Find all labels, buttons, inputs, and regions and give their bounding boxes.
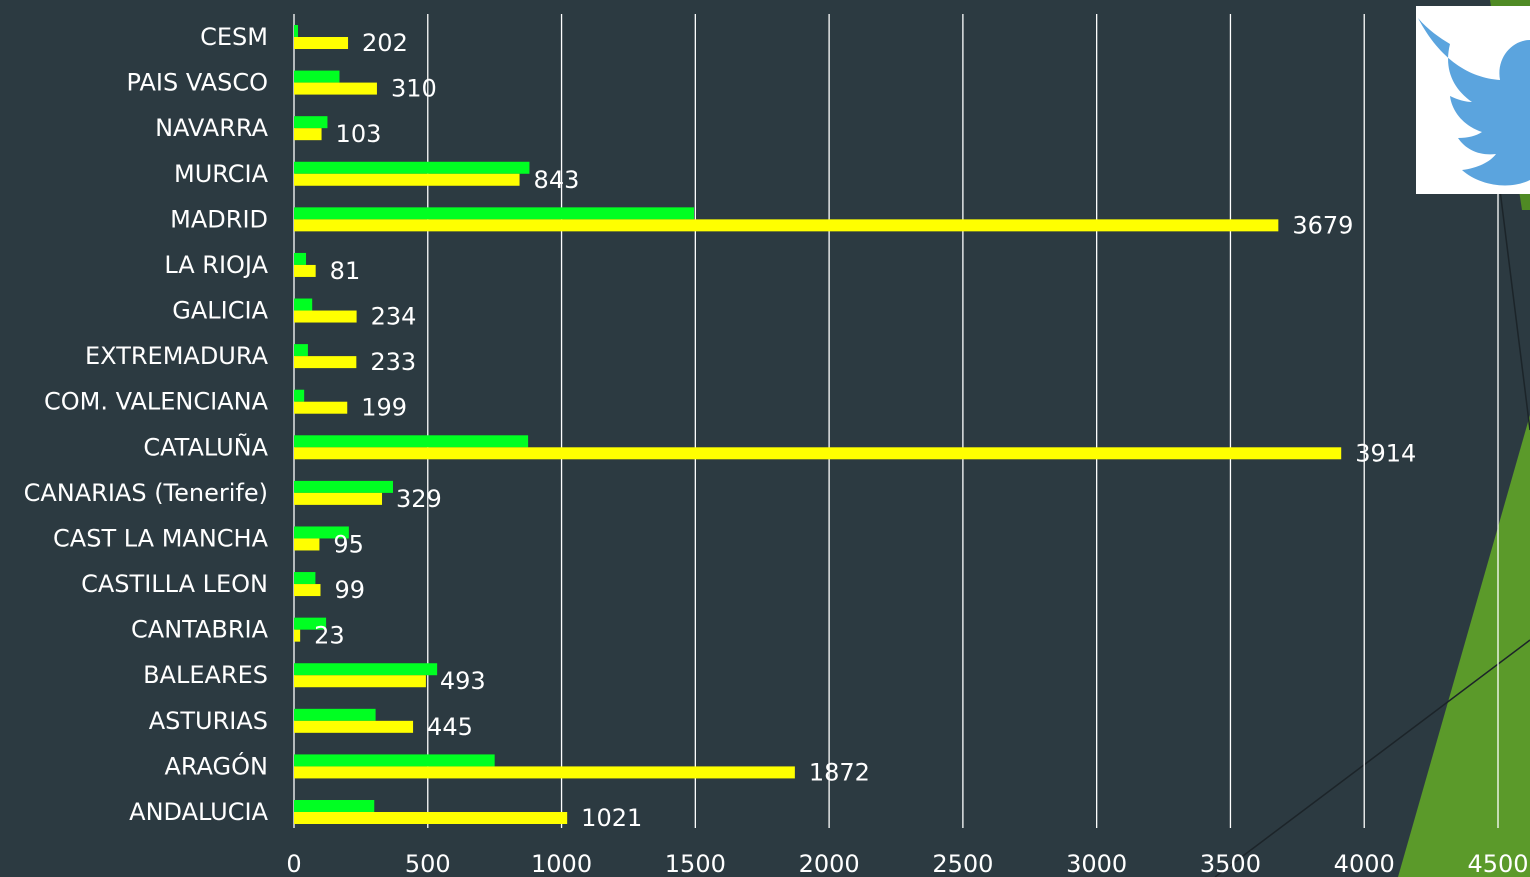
bar-yellow [294, 492, 383, 505]
category-label: ARAGÓN [164, 750, 268, 780]
x-tick-label: 2500 [932, 850, 993, 877]
bar-yellow [294, 538, 320, 551]
bar-yellow [294, 720, 414, 733]
bar-yellow [294, 812, 568, 824]
data-label: 445 [427, 713, 473, 741]
data-label: 1021 [581, 804, 642, 832]
bar-green [294, 572, 316, 585]
data-label: 3914 [1355, 439, 1416, 467]
data-labels: 1021 1872 445 493 23 99 95 329 3914 199 233 234 81 36… [314, 29, 1416, 832]
category-label: GALICIA [172, 297, 268, 325]
category-label: EXTREMADURA [85, 342, 269, 370]
x-tick-label: 0 [286, 850, 301, 877]
bar-yellow [294, 356, 357, 369]
decor-line [1214, 639, 1530, 877]
data-label: 103 [336, 120, 382, 148]
x-tick-label: 4000 [1334, 850, 1395, 877]
category-label: COM. VALENCIANA [44, 388, 269, 416]
bar-yellow [294, 128, 322, 141]
bar-green [294, 617, 327, 630]
bar-green [294, 708, 376, 721]
bar-green [294, 800, 375, 812]
x-axis-ticks: 0 500 1000 1500 2000 2500 3000 3500 4000 4500 [286, 850, 1528, 877]
x-tick-label: 500 [405, 850, 451, 877]
bars [294, 25, 1342, 824]
bar-yellow [294, 401, 348, 414]
x-tick-label: 3000 [1066, 850, 1127, 877]
bar-yellow [294, 173, 520, 186]
bar-green [294, 70, 340, 83]
data-label: 233 [370, 348, 416, 376]
category-label: CATALUÑA [143, 431, 268, 461]
bar-green [294, 663, 438, 676]
data-label: 95 [333, 530, 364, 558]
category-label: PAIS VASCO [127, 69, 268, 97]
x-tick-label: 4500 [1467, 850, 1528, 877]
data-label: 234 [371, 303, 417, 331]
bar-green [294, 298, 313, 311]
bar-green [294, 435, 529, 448]
category-label: MADRID [170, 205, 268, 233]
category-label: CANTABRIA [131, 616, 269, 644]
bar-yellow [294, 447, 1342, 460]
green-accent-shape [1398, 415, 1530, 877]
bar-yellow [294, 629, 301, 642]
data-label: 202 [362, 29, 408, 57]
data-label: 1872 [809, 758, 870, 786]
category-labels: ANDALUCIA ARAGÓN ASTURIAS BALEARES CANTABRIA… [24, 23, 269, 826]
bar-yellow [294, 37, 349, 49]
category-label: ANDALUCIA [129, 798, 268, 826]
category-label: MURCIA [174, 160, 269, 188]
bar-yellow [294, 584, 321, 597]
bar-green [294, 344, 308, 357]
bar-yellow [294, 310, 357, 323]
data-label: 843 [534, 166, 580, 194]
data-label: 199 [361, 394, 407, 422]
bar-yellow [294, 766, 795, 779]
bar-green [294, 252, 307, 265]
bar-green [294, 480, 393, 493]
data-label: 81 [330, 257, 361, 285]
data-label: 493 [440, 667, 486, 695]
category-label: ASTURIAS [149, 707, 268, 735]
decor-line [1499, 189, 1530, 431]
bar-green [294, 207, 694, 220]
bar-green [294, 25, 299, 37]
data-label: 310 [391, 75, 437, 103]
data-label: 329 [396, 485, 442, 513]
category-label: CAST LA MANCHA [53, 524, 269, 552]
bar-green [294, 526, 349, 539]
category-label: NAVARRA [155, 114, 269, 142]
bar-yellow [294, 675, 426, 688]
twitter-bird-icon [1416, 6, 1530, 194]
bar-green [294, 389, 305, 402]
bar-green [294, 161, 530, 174]
category-label: CESM [200, 23, 268, 51]
category-label: LA RIOJA [164, 251, 268, 279]
bar-yellow [294, 264, 316, 277]
data-label: 3679 [1292, 211, 1353, 239]
data-label: 23 [314, 622, 345, 650]
gridlines [293, 14, 1499, 828]
bar-yellow [294, 82, 377, 95]
x-tick-label: 1500 [665, 850, 726, 877]
x-tick-label: 3500 [1200, 850, 1261, 877]
bar-green [294, 754, 495, 767]
x-tick-label: 1000 [531, 850, 592, 877]
category-label: CANARIAS (Tenerife) [24, 479, 268, 507]
bar-green [294, 116, 328, 129]
x-tick-label: 2000 [799, 850, 860, 877]
data-label: 99 [334, 576, 365, 604]
bar-yellow [294, 219, 1279, 232]
category-label: CASTILLA LEON [81, 570, 268, 598]
category-label: BALEARES [143, 661, 268, 689]
